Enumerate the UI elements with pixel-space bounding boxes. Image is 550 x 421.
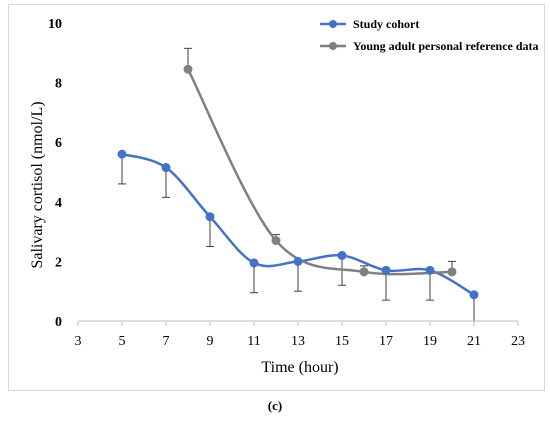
data-point <box>381 265 391 275</box>
data-point <box>161 163 171 173</box>
data-point <box>425 265 435 275</box>
legend-label: Young adult personal reference data <box>353 39 539 53</box>
x-tick-label: 21 <box>467 334 481 349</box>
x-tick-label: 11 <box>247 334 260 349</box>
legend-marker <box>329 20 337 28</box>
y-tick-label: 0 <box>55 315 62 330</box>
x-tick-label: 5 <box>119 334 126 349</box>
y-tick-label: 4 <box>55 196 62 211</box>
data-point <box>183 64 193 74</box>
x-axis-title: Time (hour) <box>261 359 338 376</box>
data-point <box>293 256 303 266</box>
y-axis-title: Salivary cortisol (nmol/L) <box>29 101 46 268</box>
legend-marker <box>329 42 337 50</box>
y-tick-label: 6 <box>55 136 62 151</box>
data-point <box>117 149 127 159</box>
y-tick-label: 8 <box>55 77 62 92</box>
data-point <box>359 267 369 277</box>
x-tick-label: 9 <box>207 334 214 349</box>
data-point <box>447 267 457 277</box>
legend-label: Study cohort <box>353 17 419 31</box>
x-tick-label: 17 <box>379 334 393 349</box>
chart-frame <box>8 4 545 391</box>
data-point <box>337 250 347 260</box>
data-point <box>249 258 259 268</box>
x-tick-label: 7 <box>163 334 170 349</box>
data-point <box>205 212 215 222</box>
y-tick-label: 10 <box>48 17 62 32</box>
panel-label: (c) <box>267 398 283 413</box>
data-point <box>469 290 479 300</box>
x-tick-label: 19 <box>423 334 437 349</box>
x-tick-label: 15 <box>335 334 349 349</box>
x-tick-label: 13 <box>291 334 305 349</box>
x-tick-label: 23 <box>511 334 525 349</box>
x-tick-label: 3 <box>75 334 82 349</box>
data-point <box>271 236 281 246</box>
y-tick-label: 2 <box>55 255 62 270</box>
series-line-2 <box>186 68 453 276</box>
